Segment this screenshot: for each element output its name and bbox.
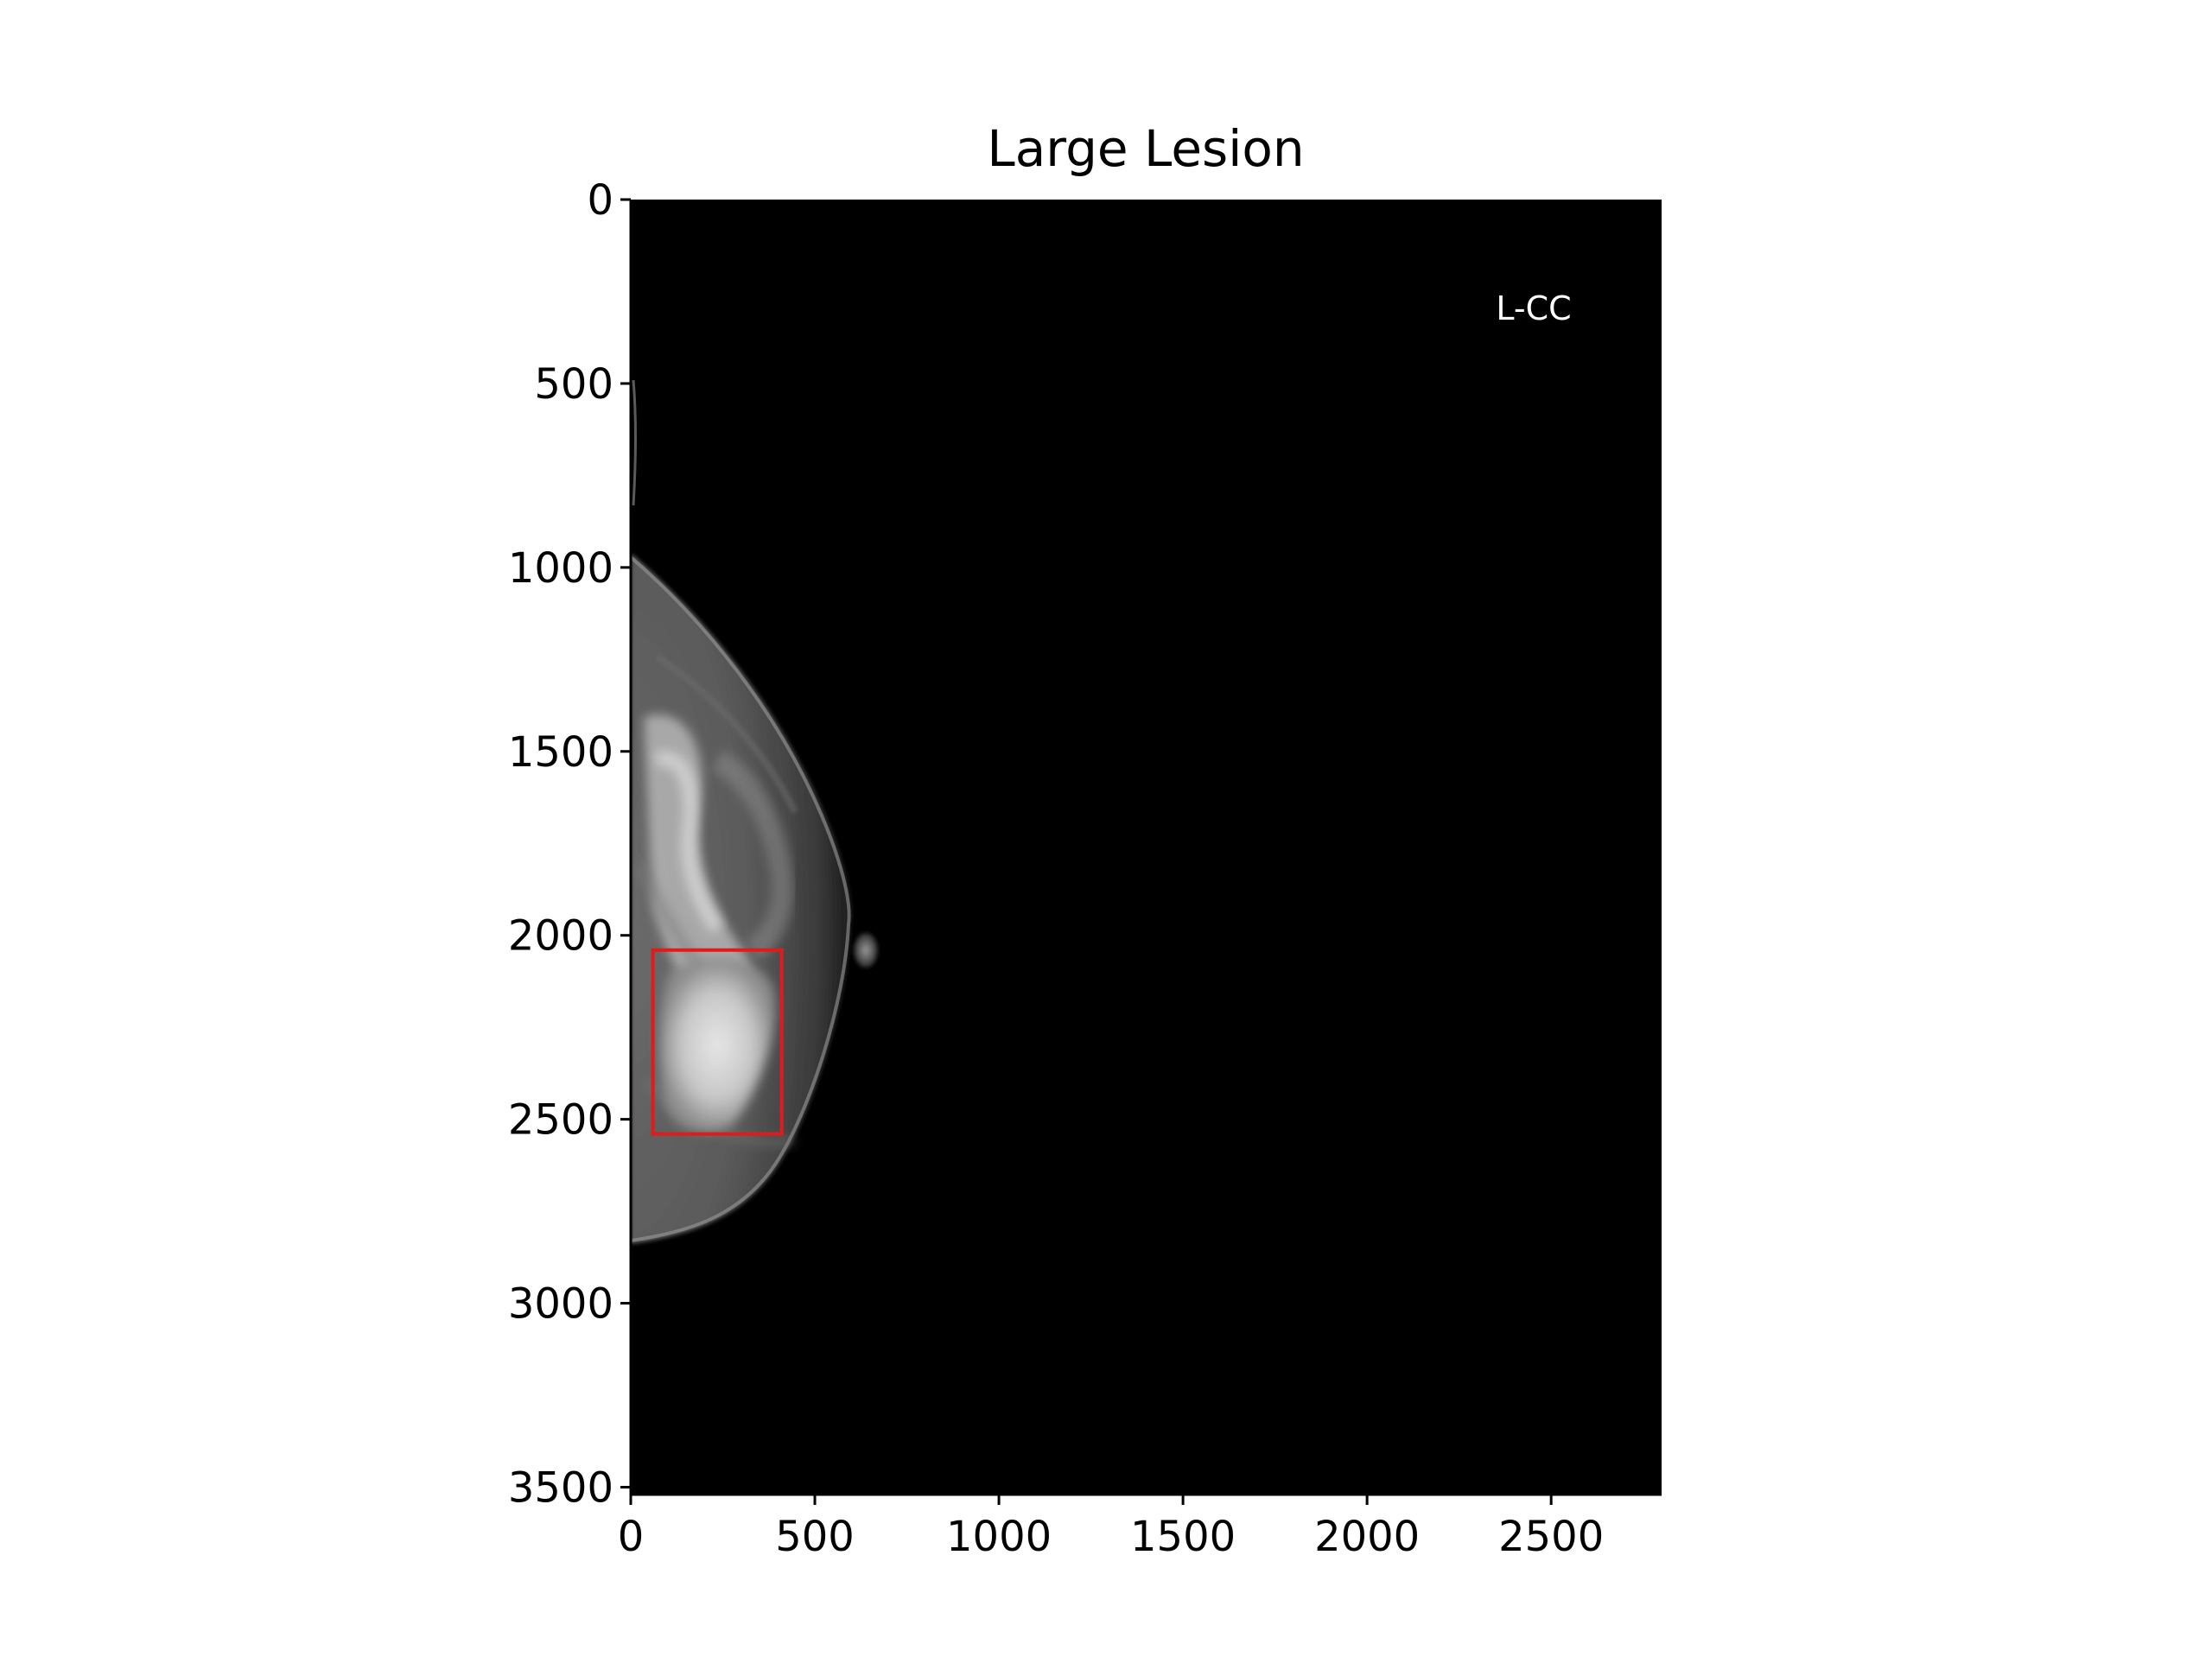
y-tick-label: 1500 <box>508 728 613 777</box>
x-tick-label: 2000 <box>1314 1513 1420 1561</box>
x-tick-label: 2500 <box>1498 1513 1604 1561</box>
y-tick-label: 0 <box>587 176 613 225</box>
y-axis-ticks: 0 500 1000 1500 2000 2500 3000 3500 <box>508 176 631 1512</box>
x-axis-ticks: 0 500 1000 1500 2000 2500 <box>618 1495 1604 1561</box>
y-tick-label: 3500 <box>508 1463 613 1512</box>
lesion-bounding-box <box>651 948 784 1136</box>
y-tick-label: 2500 <box>508 1096 613 1145</box>
breast-tissue <box>631 379 878 1244</box>
x-tick-label: 1500 <box>1130 1513 1236 1561</box>
y-tick-label: 1000 <box>508 544 613 593</box>
plot-title: Large Lesion <box>987 119 1304 178</box>
x-tick-label: 1000 <box>946 1513 1052 1561</box>
axes-frame <box>629 200 1662 1496</box>
view-label: L-CC <box>1496 289 1571 327</box>
y-tick-label: 3000 <box>508 1280 613 1329</box>
x-tick-label: 500 <box>775 1513 855 1561</box>
y-tick-label: 2000 <box>508 912 613 961</box>
y-tick-label: 500 <box>534 360 613 409</box>
x-tick-label: 0 <box>618 1513 645 1561</box>
